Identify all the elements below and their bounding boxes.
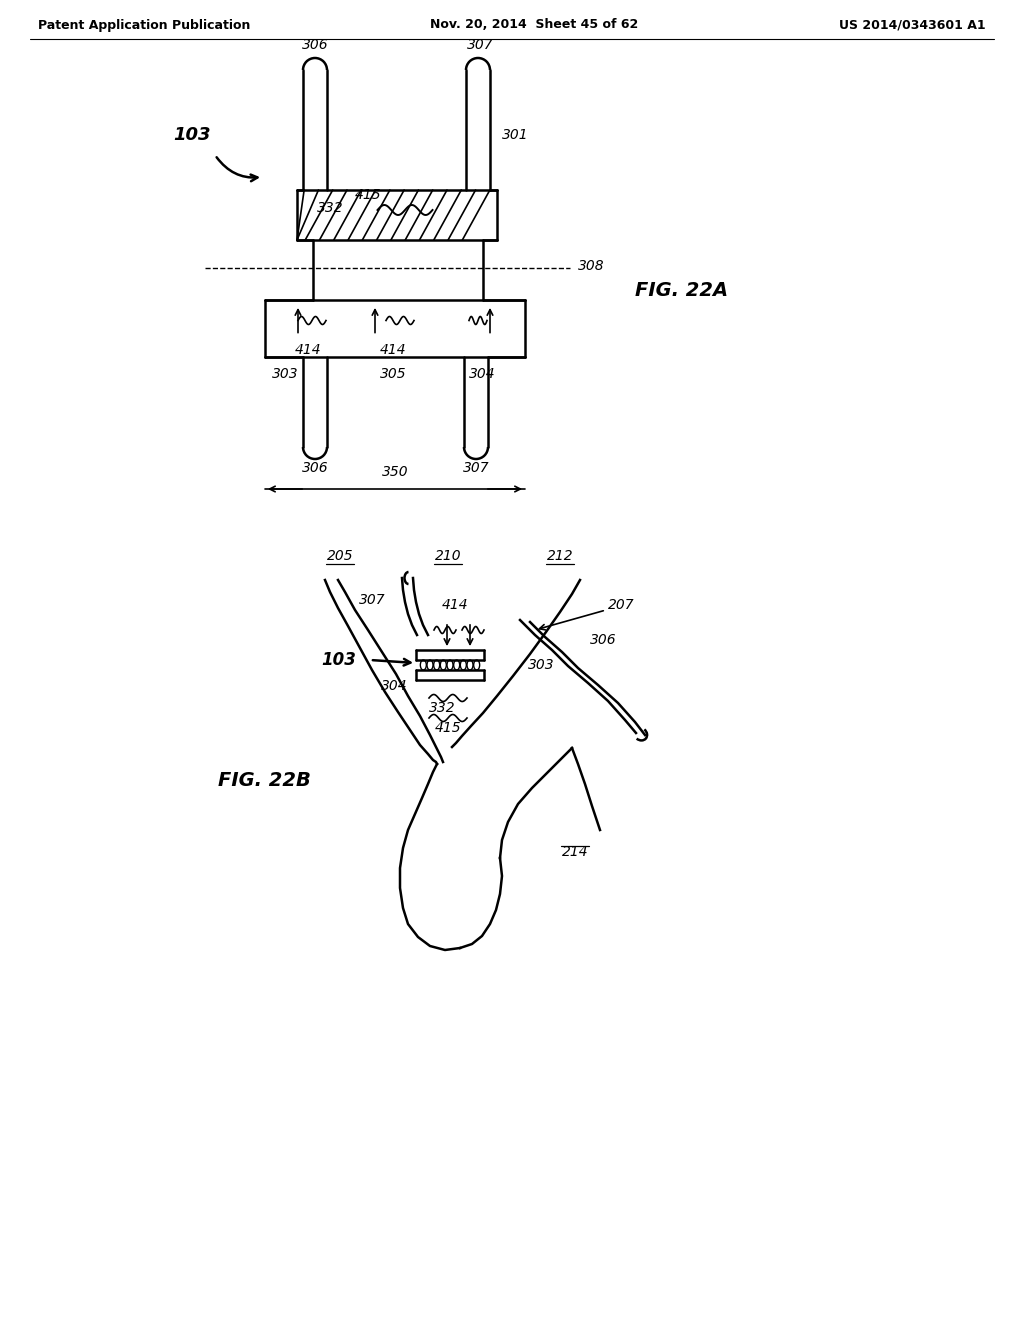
Text: 304: 304 [381, 678, 408, 693]
Text: 214: 214 [562, 845, 589, 859]
Text: 303: 303 [271, 367, 298, 381]
Text: 304: 304 [469, 367, 496, 381]
Text: 414: 414 [380, 342, 407, 356]
Text: 332: 332 [316, 201, 343, 215]
Text: Nov. 20, 2014  Sheet 45 of 62: Nov. 20, 2014 Sheet 45 of 62 [430, 18, 638, 32]
Text: 306: 306 [590, 634, 616, 647]
Text: US 2014/0343601 A1: US 2014/0343601 A1 [840, 18, 986, 32]
Text: 306: 306 [302, 38, 329, 51]
Text: 308: 308 [578, 259, 604, 273]
Text: 415: 415 [354, 187, 381, 202]
Text: 301: 301 [502, 128, 528, 143]
Text: Patent Application Publication: Patent Application Publication [38, 18, 251, 32]
Text: 205: 205 [327, 549, 353, 564]
Text: 212: 212 [547, 549, 573, 564]
Text: 303: 303 [528, 657, 555, 672]
Text: 305: 305 [380, 367, 407, 381]
Text: 103: 103 [173, 125, 211, 144]
Text: 103: 103 [322, 651, 356, 669]
Text: 307: 307 [359, 593, 386, 607]
Text: 306: 306 [302, 461, 329, 475]
Text: FIG. 22A: FIG. 22A [635, 281, 728, 300]
Text: 350: 350 [382, 465, 409, 479]
Text: 332: 332 [429, 701, 456, 715]
Text: 307: 307 [467, 38, 494, 51]
Text: 414: 414 [295, 342, 322, 356]
Text: FIG. 22B: FIG. 22B [218, 771, 311, 789]
Text: 307: 307 [463, 461, 489, 475]
Text: 415: 415 [434, 721, 462, 735]
Text: 207: 207 [608, 598, 635, 612]
Text: 414: 414 [441, 598, 468, 612]
Text: 210: 210 [434, 549, 462, 564]
